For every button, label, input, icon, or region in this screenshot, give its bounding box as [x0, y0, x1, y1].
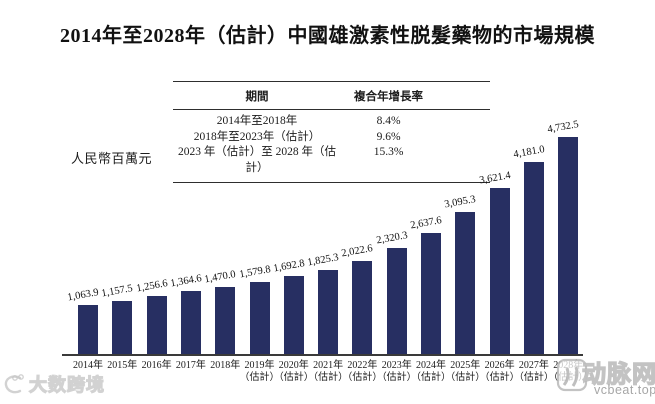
bar-value-label: 2,637.6 [409, 215, 443, 232]
period-cell: 2014年至2018年 [216, 115, 298, 127]
bar-2028年（估計） [558, 137, 579, 354]
page-title: 2014年至2028年（估計）中國雄激素性脱髮藥物的市場規模 [60, 25, 595, 47]
x-tick-label: 2021年 （估計） [308, 360, 349, 383]
x-tick-label: 2017年 [175, 360, 206, 371]
x-tick-label: 2018年 [210, 360, 241, 371]
bar-value-label: 3,095.3 [443, 194, 477, 211]
cagr-table-header-period: 期間 [245, 91, 269, 103]
bar-2014年 [78, 305, 98, 354]
cagr-cell: 15.3% [373, 146, 404, 158]
bar-2021年（估計） [318, 270, 339, 354]
x-tick-label: 2015年 [107, 360, 138, 371]
period-cell: 2018年至2023年（估計） [193, 130, 321, 143]
bar-2016年 [146, 296, 167, 354]
bar-2015年 [112, 300, 133, 354]
bar-value-label: 3,621.4 [478, 170, 512, 187]
bar-2017年 [180, 291, 201, 354]
bar-chart: 1,063.9 1,157.5 1,256.6 1,364.6 1,470.0 1,579… [62, 119, 583, 356]
cagr-table-header-cagr: 複合年增長率 [354, 91, 424, 103]
bar-value-label: 4,732.5 [546, 119, 580, 136]
x-tick-label: 2026年 （估計） [479, 360, 520, 383]
x-tick-label: 2027年 （估計） [513, 360, 554, 383]
table-row: 2014年至2018年 8.4% [173, 114, 490, 130]
bar-2019年（估計） [249, 281, 270, 354]
x-tick-label: 2024年 （估計） [411, 360, 451, 383]
table-row: 2018年至2023年（估計） 9.6% [173, 130, 490, 146]
bar-value-label: 4,181.0 [512, 144, 546, 161]
y-axis-label: 人民幣百萬元 [71, 151, 153, 166]
watermark-bottom-left: 大数跨境 [2, 371, 105, 397]
watermark-right-name: 动脉网 [581, 360, 655, 388]
watermark-left-label: 大数跨境 [28, 374, 105, 395]
bar-2023年（估計） [386, 247, 407, 354]
cagr-cell: 8.4% [376, 115, 401, 127]
table-row: 2023 年（估計）至 2028 年（估計） 15.3% [173, 145, 490, 176]
x-tick-label: 2022年 （估計） [342, 360, 383, 383]
period-cell: 2023 年（估計）至 2028 年（估計） [177, 146, 337, 174]
x-tick-label: 2016年 [141, 360, 172, 371]
watermark-right-site: vcbeat.top [594, 383, 655, 397]
dashukuajing-logo-icon [4, 374, 24, 394]
vcbeat-logo-icon [556, 358, 588, 392]
x-tick-label: 2014年 [73, 360, 103, 371]
bar-2027年（估計） [523, 162, 544, 354]
bar-2022年（估計） [352, 261, 373, 354]
watermark-bottom-right: 动脉网 vcbeat.top [556, 354, 655, 402]
bar-2025年（估計） [455, 212, 476, 354]
x-tick-label: 2019年 （估計） [239, 360, 280, 383]
bar-2020年（估計） [283, 276, 304, 354]
x-tick-label: 2025年 （估計） [445, 360, 486, 383]
x-axis-tick-labels: 2014年 2015年 2016年 2017年 2018年 2019年 （估計） 2020年（… [62, 360, 588, 390]
bar-2018年 [215, 286, 236, 354]
cagr-table-header: 期間 複合年增長率 [173, 82, 490, 110]
x-tick-label: 2020年 （估計） [273, 360, 314, 383]
cagr-table-body: 2014年至2018年 8.4% 2018年至2023年（估計） 9.6% 20… [173, 110, 490, 182]
bar-2024年（估計） [421, 233, 441, 354]
cagr-table: 期間 複合年增長率 2014年至2018年 8.4% 2018年至2023年（估… [173, 81, 490, 183]
cagr-cell: 9.6% [376, 130, 401, 143]
x-tick-label: 2023年 （估計） [376, 360, 417, 383]
bar-2026年（估計） [489, 187, 510, 354]
